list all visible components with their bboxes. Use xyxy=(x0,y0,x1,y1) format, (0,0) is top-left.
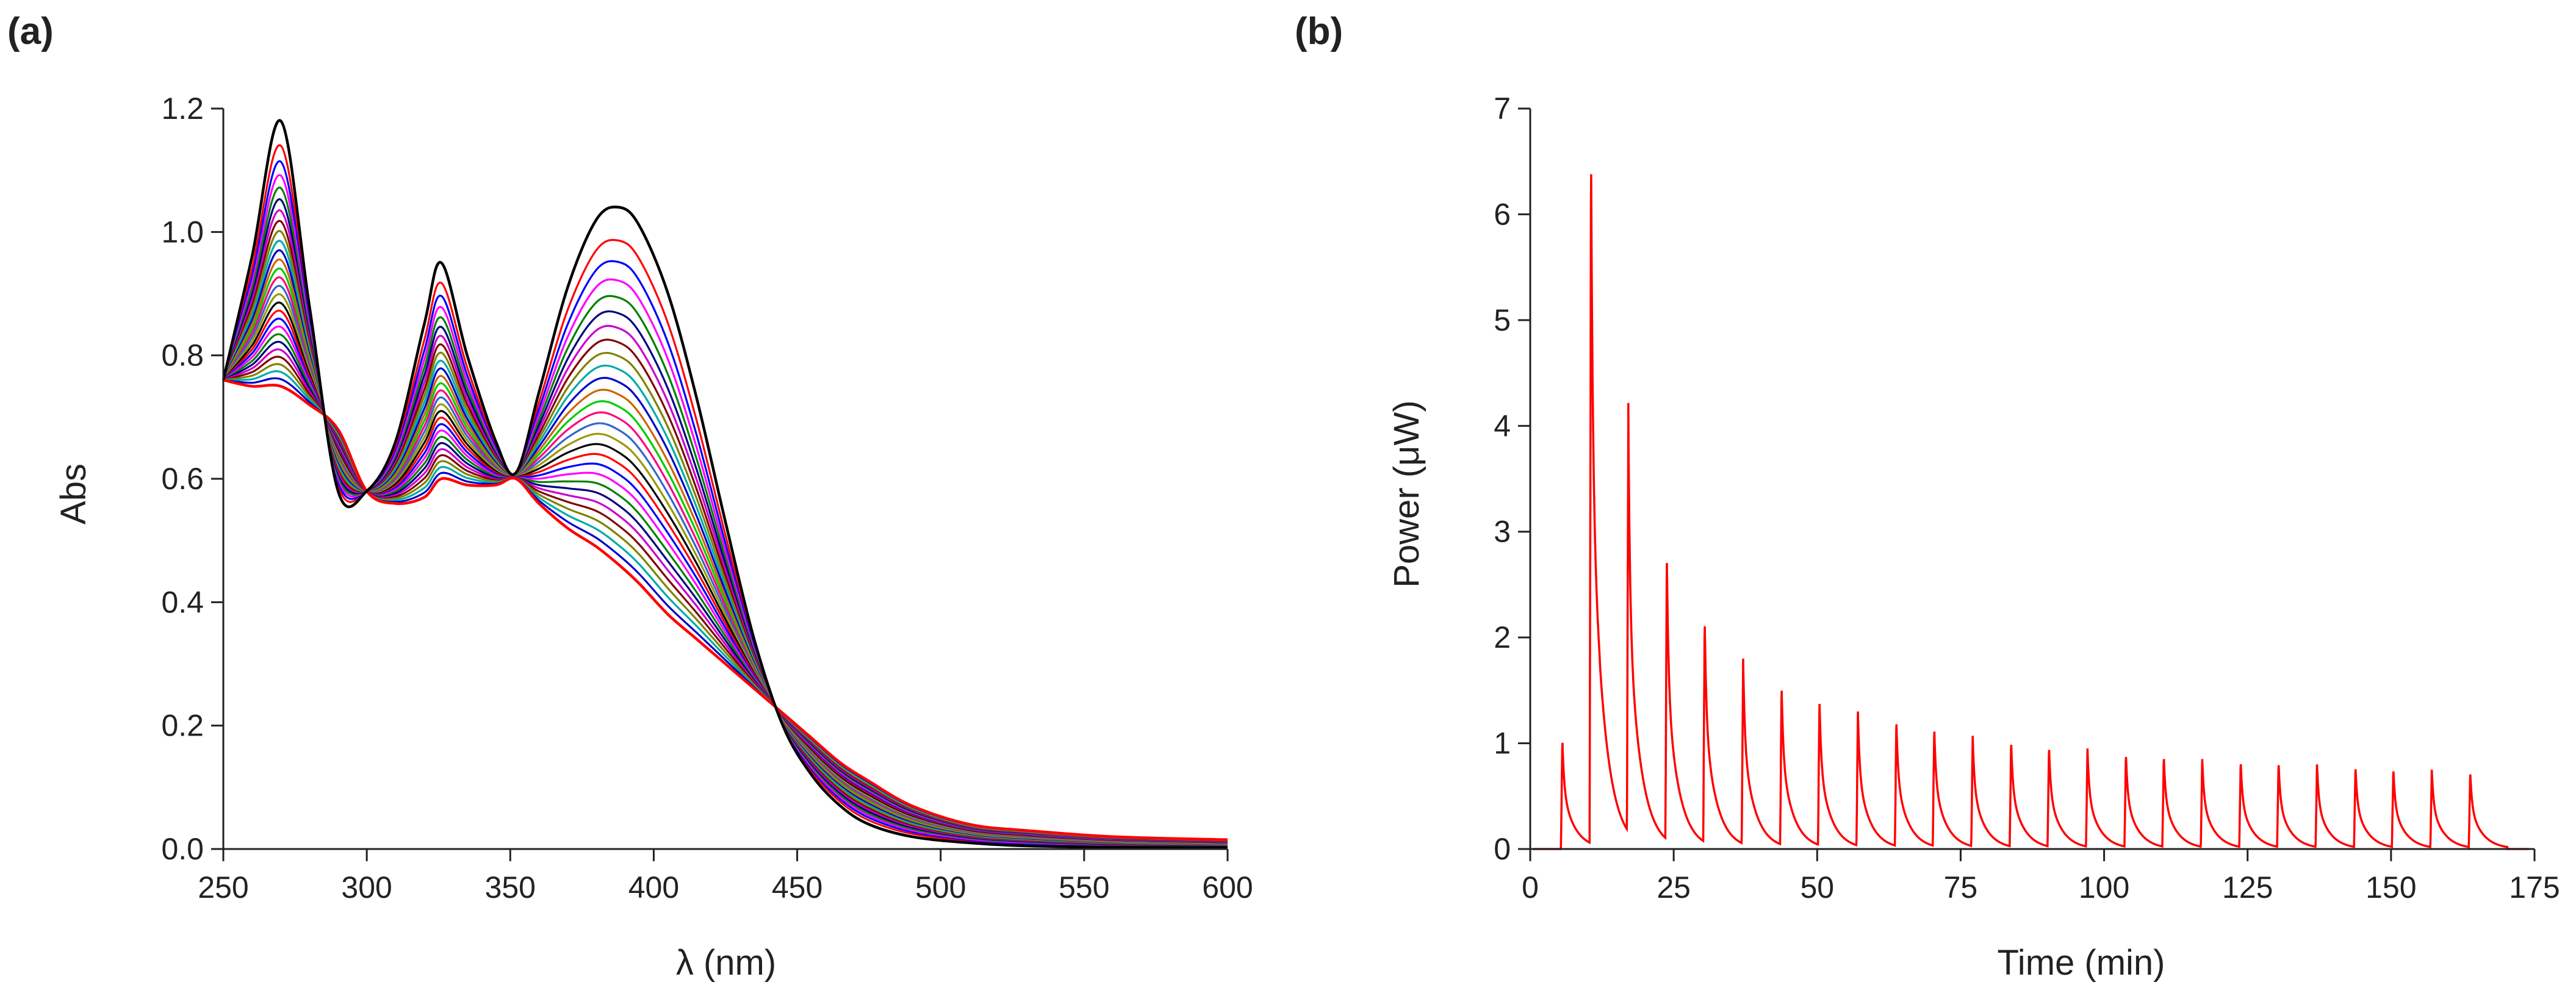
panel-b-x-tick-label: 25 xyxy=(1657,870,1691,905)
panel-b-y-tick-label: 0 xyxy=(1494,832,1511,866)
panel-a-axes: 250 300 350 400 450 500 550 600 0.0 0.2 0.4 0.6 0.8 1… xyxy=(161,91,1253,905)
panel-b-power-trace xyxy=(1533,174,2529,850)
panel-a-y-tick-label: 1.2 xyxy=(161,91,204,126)
panel-b-x-tick-label: 75 xyxy=(1944,870,1978,905)
panel-a-x-axis-label: λ (nm) xyxy=(676,943,776,983)
panel-b-x-axis-label: Time (min) xyxy=(1998,943,2165,983)
panel-a-spectrum-line xyxy=(223,378,1228,842)
panel-a-y-tick-label: 0.2 xyxy=(161,709,204,743)
panel-b-chart: (b) 0 25 50 75 100 125 150 175 0 1 2 3 4 5 6 7 Time (mi… xyxy=(1295,10,2560,983)
panel-b-label: (b) xyxy=(1295,10,1343,52)
panel-b-x-tick-label: 100 xyxy=(2079,870,2129,905)
panel-a-y-tick-label: 0.8 xyxy=(161,339,204,373)
panel-b-y-tick-label: 3 xyxy=(1494,515,1511,549)
panel-b-curves xyxy=(1533,174,2529,850)
panel-b-x-tick-label: 175 xyxy=(2509,870,2560,905)
panel-b-x-tick-label: 125 xyxy=(2222,870,2273,905)
panel-a-spectrum-line xyxy=(222,174,1228,847)
panel-a-x-tick-label: 350 xyxy=(485,870,536,905)
panel-b-y-tick-label: 6 xyxy=(1494,197,1511,231)
panel-b-y-tick-label: 7 xyxy=(1494,91,1511,126)
panel-b-x-tick-label: 50 xyxy=(1800,870,1834,905)
panel-b-y-tick-label: 4 xyxy=(1494,409,1511,443)
panel-a-spectrum-line xyxy=(222,160,1228,848)
panel-a-x-tick-label: 600 xyxy=(1202,870,1253,905)
panel-b-y-tick-label: 2 xyxy=(1494,620,1511,654)
panel-a-spectrum-line xyxy=(221,119,1228,850)
panel-a-y-axis-label: Abs xyxy=(54,464,93,525)
panel-b-x-tick-label: 150 xyxy=(2366,870,2416,905)
panel-a-chart: (a) 250 300 350 400 450 500 550 600 0.0 0.2 0.4 0.6… xyxy=(7,10,1253,983)
panel-a-y-tick-label: 0.4 xyxy=(161,585,204,619)
panel-b-axes: 0 25 50 75 100 125 150 175 0 1 2 3 4 5 6 7 xyxy=(1494,91,2560,905)
panel-b-x-tick-label: 0 xyxy=(1522,870,1539,905)
panel-a-x-tick-label: 450 xyxy=(772,870,822,905)
panel-a-x-tick-label: 400 xyxy=(628,870,679,905)
panel-a-curves xyxy=(221,119,1228,850)
panel-b-y-tick-label: 5 xyxy=(1494,303,1511,337)
panel-a-x-tick-label: 300 xyxy=(341,870,392,905)
panel-b-y-tick-label: 1 xyxy=(1494,726,1511,761)
panel-a-y-tick-label: 1.0 xyxy=(161,215,204,249)
panel-a-label: (a) xyxy=(7,10,54,52)
panel-a-x-tick-label: 550 xyxy=(1059,870,1109,905)
panel-a-x-tick-label: 500 xyxy=(915,870,966,905)
panel-a-x-tick-label: 250 xyxy=(198,870,248,905)
panel-a-y-tick-label: 0.0 xyxy=(161,832,204,866)
panel-a-y-tick-label: 0.6 xyxy=(161,462,204,496)
panel-b-y-axis-label: Power (μW) xyxy=(1387,400,1427,587)
